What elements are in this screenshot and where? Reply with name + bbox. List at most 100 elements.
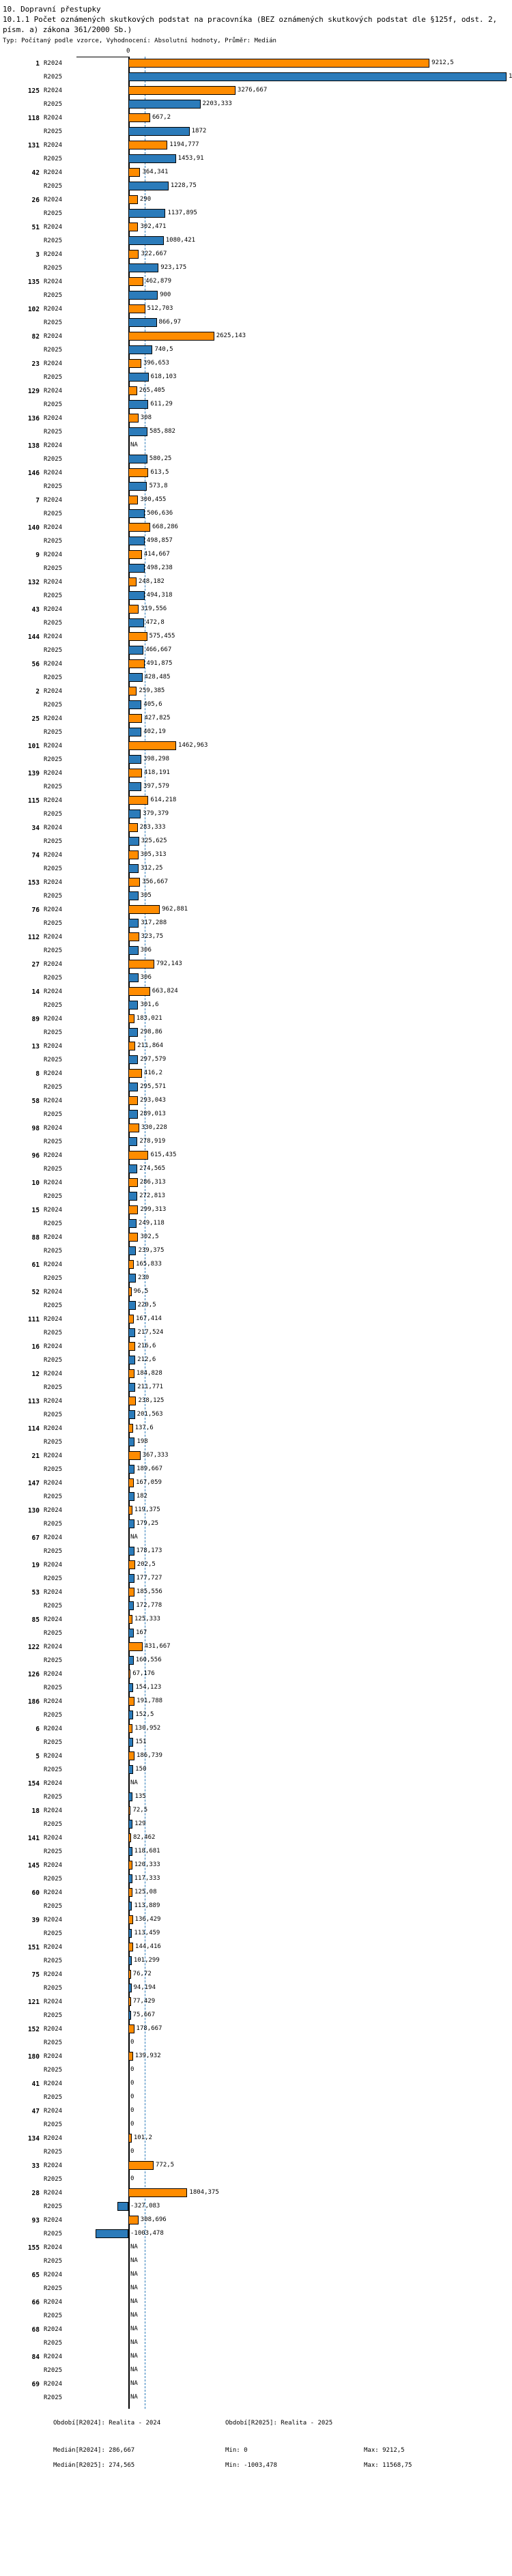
value-label: 238,125 bbox=[138, 1397, 165, 1404]
bar-row: R2024 9212,5 bbox=[0, 57, 512, 70]
value-label: 512,703 bbox=[147, 305, 173, 312]
legend-entry-r2024: Období[R2024]: Realita - 2024 bbox=[53, 2420, 161, 2427]
series-label: R2024 bbox=[44, 552, 63, 558]
stats-row-2025: Medián[R2025]: 274,565 Min: -1003,478 Ma… bbox=[53, 2458, 512, 2473]
group-id-label: 141 bbox=[27, 1835, 40, 1842]
group-id-label: 18 bbox=[31, 1807, 40, 1815]
value-label: 119,375 bbox=[134, 1506, 160, 1513]
bar-r2025 bbox=[128, 127, 190, 136]
bar-group: 186 R2024 191,788 R2025 152,5 bbox=[0, 1695, 512, 1722]
bar-r2024 bbox=[128, 386, 137, 395]
value-label: 165,833 bbox=[135, 1261, 162, 1268]
value-label: 211,771 bbox=[137, 1384, 164, 1390]
bar-r2024 bbox=[128, 1615, 132, 1624]
bar-r2025 bbox=[128, 1410, 135, 1419]
group-id-label: 21 bbox=[31, 1452, 40, 1460]
bar-group: 69 R2024 NA R2025 NA bbox=[0, 2377, 512, 2405]
bar-r2024 bbox=[128, 878, 141, 887]
bar-group: 23 R2024 396,653 R2025 618,103 bbox=[0, 357, 512, 384]
bar-r2025 bbox=[128, 209, 166, 218]
series-label: R2025 bbox=[44, 238, 63, 244]
bar-r2025 bbox=[128, 427, 148, 436]
bar-r2024 bbox=[128, 250, 139, 259]
bar-r2024 bbox=[128, 304, 145, 313]
bar-row: R2024 2625,143 bbox=[0, 330, 512, 343]
bar-r2025 bbox=[128, 2011, 131, 2020]
bar-group: 131 R2024 1194,777 R2025 1453,91 bbox=[0, 139, 512, 166]
bar-r2024 bbox=[128, 850, 139, 859]
bar-group: 122 R2024 431,667 R2025 160,556 bbox=[0, 1640, 512, 1668]
bar-r2024 bbox=[128, 550, 142, 559]
value-label-na: NA bbox=[130, 1534, 138, 1541]
group-id-label: 145 bbox=[27, 1862, 40, 1870]
series-label: R2025 bbox=[44, 1848, 63, 1855]
series-label: R2025 bbox=[44, 1330, 63, 1336]
bar-group: 67 R2024 NA R2025 178,173 bbox=[0, 1531, 512, 1558]
value-label: 191,788 bbox=[137, 1698, 163, 1704]
bar-group: 41 R2024 0 R2025 0 bbox=[0, 2077, 512, 2104]
series-label: R2024 bbox=[44, 1507, 63, 1514]
series-label: R2024 bbox=[44, 1371, 63, 1377]
bar-row: R2024 136,429 bbox=[0, 1913, 512, 1927]
value-label: 330,228 bbox=[141, 1124, 167, 1131]
bar-row: R2024 130,952 bbox=[0, 1722, 512, 1736]
bar-group: 33 R2024 772,5 R2025 0 bbox=[0, 2159, 512, 2186]
bar-row: R2024 216,6 bbox=[0, 1340, 512, 1354]
bar-group: 125 R2024 3276,667 R2025 2203,333 bbox=[0, 84, 512, 111]
value-label: 185,556 bbox=[136, 1588, 162, 1595]
value-label: 278,919 bbox=[139, 1138, 166, 1145]
bar-r2025 bbox=[128, 100, 201, 109]
value-label: 740,5 bbox=[154, 346, 173, 353]
value-label: 923,175 bbox=[160, 264, 187, 271]
bar-r2025 bbox=[128, 291, 158, 300]
value-label: 427,825 bbox=[144, 715, 171, 721]
bar-r2025 bbox=[128, 1246, 137, 1255]
bar-row: R2024 72,5 bbox=[0, 1804, 512, 1818]
value-label: 364,341 bbox=[142, 169, 169, 175]
bar-r2024 bbox=[128, 1451, 141, 1460]
series-label: R2024 bbox=[44, 1562, 63, 1569]
group-id-label: 60 bbox=[31, 1889, 40, 1897]
series-label: R2025 bbox=[44, 1821, 63, 1828]
bar-group: 3 R2024 322,667 R2025 923,175 bbox=[0, 248, 512, 275]
bar-row: R2025 178,173 bbox=[0, 1545, 512, 1558]
bar-group: 141 R2024 82,462 R2025 118,681 bbox=[0, 1831, 512, 1859]
bar-row: R2025 402,19 bbox=[0, 726, 512, 739]
bar-r2025 bbox=[128, 482, 147, 491]
series-label: R2025 bbox=[44, 2176, 63, 2183]
bar-r2025 bbox=[128, 1984, 132, 1992]
bar-r2025 bbox=[128, 263, 159, 272]
series-label: R2025 bbox=[44, 893, 63, 900]
series-label: R2025 bbox=[44, 483, 63, 490]
value-label-na: NA bbox=[130, 1779, 138, 1786]
median-2024-label: Medián[R2024]: 286,667 bbox=[53, 2447, 135, 2454]
bar-r2024 bbox=[128, 414, 139, 423]
bar-r2024 bbox=[128, 932, 139, 941]
series-label: R2024 bbox=[44, 470, 63, 476]
bar-group: 16 R2024 216,6 R2025 212,6 bbox=[0, 1340, 512, 1367]
value-label: 178,173 bbox=[136, 1547, 162, 1554]
bar-group: 130 R2024 119,375 R2025 179,25 bbox=[0, 1504, 512, 1531]
value-label: 113,889 bbox=[134, 1902, 160, 1909]
value-label: 506,636 bbox=[147, 510, 173, 517]
bar-r2025 bbox=[128, 1383, 136, 1392]
group-id-label: 33 bbox=[31, 2162, 40, 2170]
value-label: 152,5 bbox=[135, 1711, 154, 1718]
bar-group: 121 R2024 77,429 R2025 75,667 bbox=[0, 1995, 512, 2022]
bar-row: R2024 NA bbox=[0, 1777, 512, 1790]
bar-group: 136 R2024 308 R2025 585,882 bbox=[0, 412, 512, 439]
bar-group: 10 R2024 286,313 R2025 272,813 bbox=[0, 1176, 512, 1203]
value-label: 1137,895 bbox=[167, 210, 197, 216]
bar-group: 15 R2024 299,313 R2025 249,118 bbox=[0, 1203, 512, 1231]
bar-r2024 bbox=[128, 195, 138, 204]
series-label: R2025 bbox=[44, 401, 63, 408]
bar-row: R2025 498,238 bbox=[0, 562, 512, 575]
value-label: 179,25 bbox=[136, 1520, 159, 1527]
series-label: R2024 bbox=[44, 825, 63, 831]
series-label: R2025 bbox=[44, 347, 63, 354]
series-label: R2025 bbox=[44, 1248, 63, 1255]
chart-subtitle: Typ: Počítaný podle vzorce, Vyhodnocení:… bbox=[3, 38, 276, 44]
series-label: R2025 bbox=[44, 2121, 63, 2128]
group-id-label: 140 bbox=[27, 524, 40, 532]
bar-row: R2025 249,118 bbox=[0, 1217, 512, 1231]
